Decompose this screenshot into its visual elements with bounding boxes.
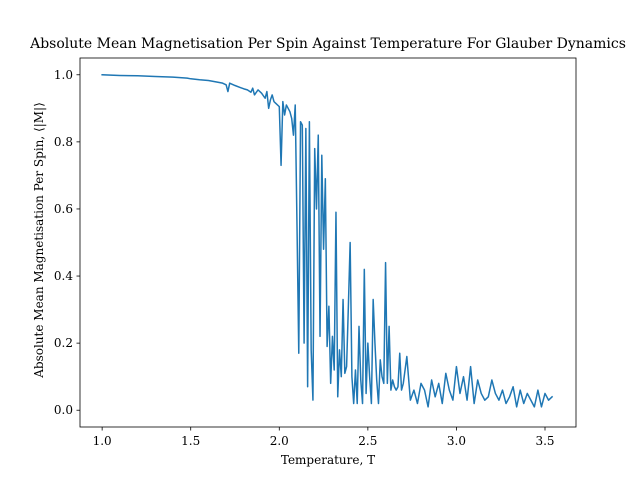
y-tick-label: 0.6 xyxy=(54,202,73,216)
y-tick-label: 0.4 xyxy=(54,269,73,283)
x-tick-label: 1.0 xyxy=(93,434,112,448)
y-tick-label: 0.2 xyxy=(54,336,73,350)
axes-frame xyxy=(79,57,577,428)
y-axis-label: Absolute Mean Magnetisation Per Spin, ⟨|… xyxy=(32,102,46,379)
y-tick-label: 0.8 xyxy=(54,135,73,149)
plot-area xyxy=(79,57,577,428)
x-axis-ticks: 1.0 1.5 2.0 2.5 3.0 3.5 xyxy=(93,427,555,448)
series-line-1 xyxy=(101,73,554,408)
x-tick-label: 3.0 xyxy=(447,434,466,448)
x-tick-label: 1.5 xyxy=(181,434,200,448)
x-tick-label: 3.5 xyxy=(535,434,554,448)
y-tick-label: 0.0 xyxy=(54,403,73,417)
y-axis-ticks: 0.0 0.2 0.4 0.6 0.8 1.0 xyxy=(54,68,80,417)
y-tick-label: 1.0 xyxy=(54,68,73,82)
x-axis-label: Temperature, T xyxy=(281,453,375,467)
x-tick-label: 2.5 xyxy=(358,434,377,448)
chart-title: Absolute Mean Magnetisation Per Spin Aga… xyxy=(29,36,626,52)
x-tick-label: 2.0 xyxy=(270,434,289,448)
